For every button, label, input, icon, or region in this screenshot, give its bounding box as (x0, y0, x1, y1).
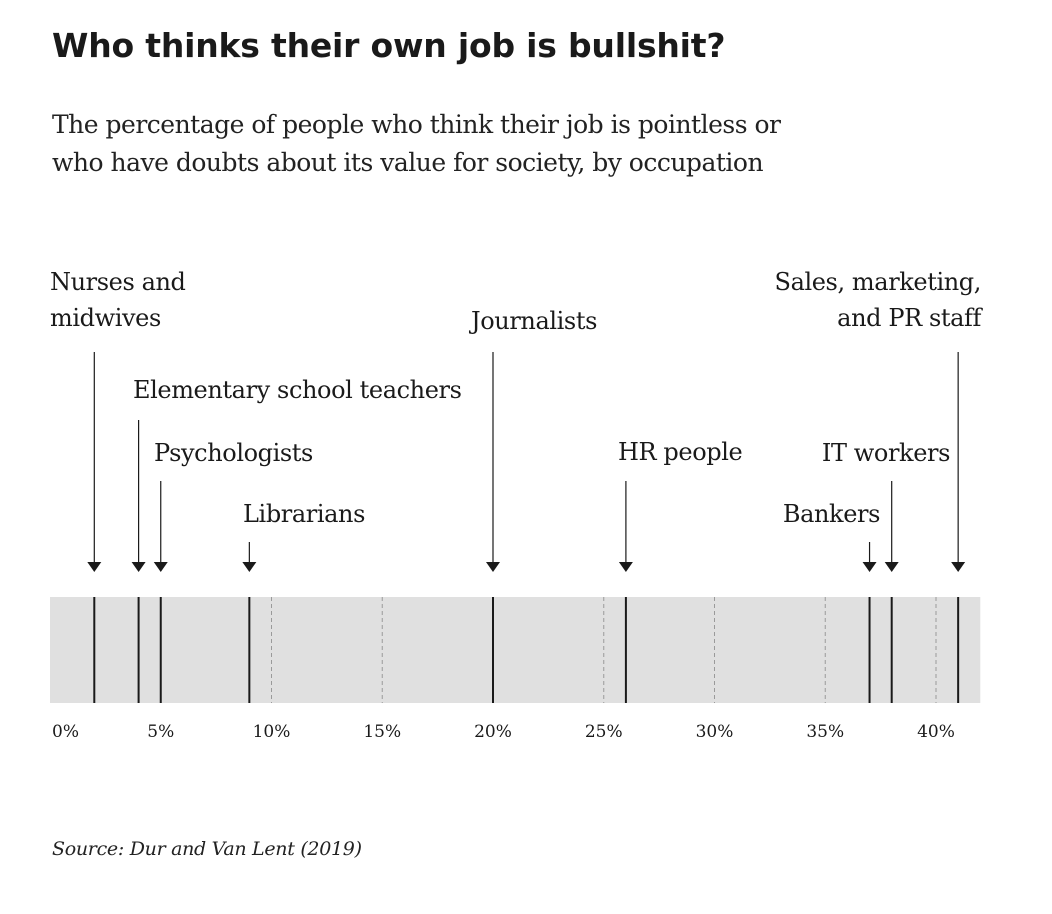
point-label: Journalists (468, 307, 597, 335)
subtitle-line: who have doubts about its value for soci… (52, 148, 764, 177)
point-label: and PR staff (837, 304, 983, 332)
source-note: Source: Dur and Van Lent (2019) (52, 838, 362, 860)
subtitle-line: The percentage of people who think their… (52, 110, 781, 139)
arrow-head (618, 562, 633, 572)
tick-label: 35% (806, 722, 844, 742)
arrow-head (131, 562, 146, 572)
arrow-head (87, 562, 102, 572)
point-label: Librarians (243, 500, 365, 528)
point-label: Psychologists (154, 439, 313, 467)
point-label: midwives (50, 304, 161, 332)
point-label: Bankers (783, 500, 880, 528)
tick-label: 40% (917, 722, 955, 742)
arrow-head (884, 562, 899, 572)
point-label: HR people (618, 438, 742, 466)
tick-label: 20% (474, 722, 512, 742)
tick-label: 15% (363, 722, 401, 742)
chart-band (50, 597, 981, 703)
arrow-head (862, 562, 877, 572)
point-label: Sales, marketing, (775, 268, 981, 296)
arrow-head (242, 562, 257, 572)
arrow-head (951, 562, 966, 572)
tick-label: 30% (696, 722, 734, 742)
point-label: IT workers (822, 439, 950, 467)
point-label: Elementary school teachers (133, 376, 462, 404)
arrow-head (153, 562, 168, 572)
point-label: Nurses and (50, 268, 186, 296)
chart-subtitle: The percentage of people who think their… (52, 106, 952, 182)
tick-label: 25% (585, 722, 623, 742)
chart-title: Who thinks their own job is bullshit? (52, 26, 726, 65)
tick-label: 0% (52, 722, 79, 742)
tick-label: 10% (253, 722, 291, 742)
arrow-head (486, 562, 500, 572)
tick-label: 5% (147, 722, 174, 742)
